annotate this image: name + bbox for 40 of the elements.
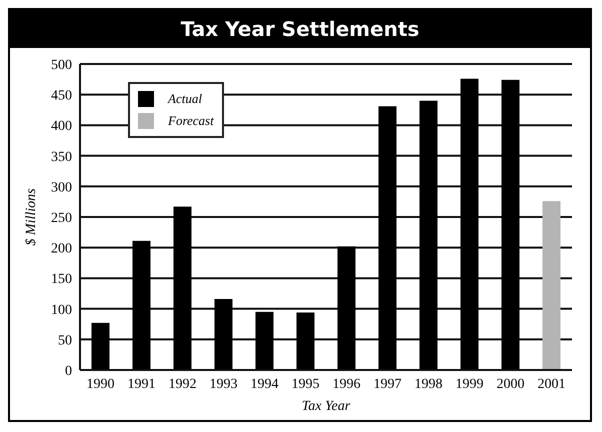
bar <box>337 246 356 370</box>
bar <box>296 312 314 370</box>
y-tick-label: 500 <box>51 58 72 73</box>
x-tick-label: 1992 <box>168 376 196 392</box>
x-tick-label: 1993 <box>210 376 238 392</box>
y-tick-label: 400 <box>51 119 72 134</box>
bar <box>501 80 520 370</box>
legend-label: Actual <box>168 91 202 107</box>
y-tick-label: 200 <box>51 242 72 257</box>
y-tick-label: 450 <box>51 88 72 104</box>
x-tick-label: 2000 <box>496 376 524 392</box>
x-axis-title: Tax Year <box>302 399 351 414</box>
bar <box>378 106 396 370</box>
x-tick-label: 1996 <box>332 376 360 392</box>
bar <box>460 78 478 370</box>
bar <box>173 206 192 370</box>
bar <box>214 299 232 370</box>
y-tick-label: 100 <box>51 302 72 318</box>
x-tick-label: 1990 <box>86 376 114 392</box>
y-tick-label: 0 <box>65 364 72 379</box>
y-axis-title: $ Millions <box>24 188 39 246</box>
chart-title: Tax Year Settlements <box>10 10 590 48</box>
y-tick-label: 350 <box>51 150 72 165</box>
x-tick-label: 1998 <box>414 376 442 392</box>
x-tick-label: 1999 <box>456 376 484 392</box>
x-tick-label: 2001 <box>538 376 566 392</box>
y-tick-label: 150 <box>51 272 72 288</box>
x-tick-label: 1991 <box>128 376 156 392</box>
x-tick-label: 1994 <box>250 376 278 392</box>
x-tick-label: 1995 <box>292 376 320 392</box>
x-tick-label: 1997 <box>374 376 402 392</box>
bar <box>255 312 274 370</box>
y-tick-label: 300 <box>51 180 72 196</box>
bar <box>132 240 150 370</box>
y-tick-label: 250 <box>51 210 72 226</box>
bar <box>419 100 438 370</box>
legend-label: Forecast <box>168 113 214 129</box>
y-tick-label: 50 <box>58 333 72 348</box>
bar <box>542 201 560 370</box>
bar <box>91 322 110 370</box>
